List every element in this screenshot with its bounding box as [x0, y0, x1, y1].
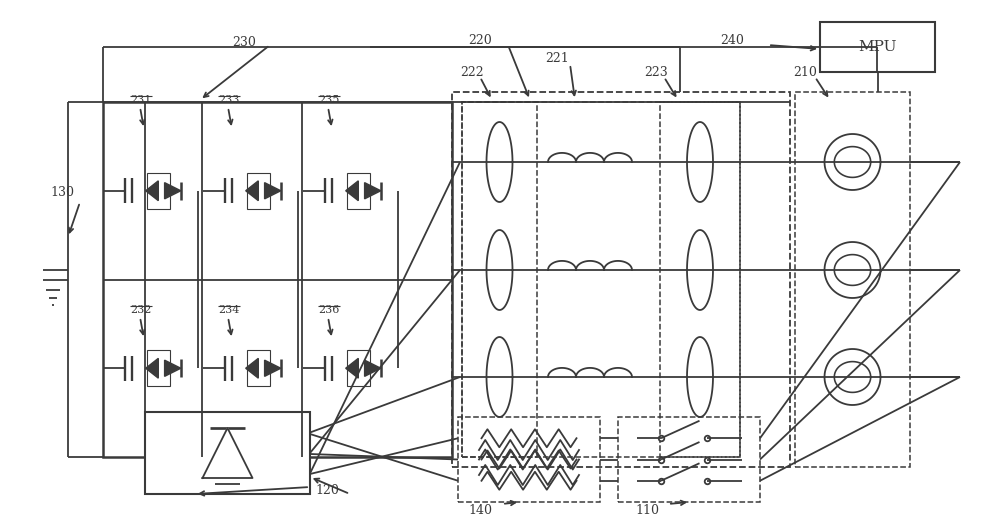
Polygon shape	[202, 428, 252, 478]
Bar	[347, 173, 370, 209]
Polygon shape	[346, 359, 358, 378]
Polygon shape	[165, 182, 181, 199]
Bar	[660, 102, 740, 457]
Text: 210: 210	[793, 65, 817, 79]
Text: 220: 220	[468, 34, 492, 46]
Text: 140: 140	[468, 503, 492, 517]
Polygon shape	[365, 360, 381, 376]
Bar	[247, 173, 270, 209]
Bar	[145, 412, 310, 494]
Text: 235: 235	[318, 95, 339, 105]
Polygon shape	[365, 182, 381, 199]
Text: 130: 130	[50, 186, 74, 198]
Bar	[795, 92, 910, 467]
Text: MPU: MPU	[858, 40, 897, 54]
Polygon shape	[165, 360, 181, 376]
Bar	[347, 350, 370, 386]
Text: 120: 120	[315, 484, 339, 496]
Text: 234: 234	[218, 305, 239, 315]
Bar	[147, 350, 170, 386]
Text: 240: 240	[720, 34, 744, 46]
Text: 231: 231	[130, 95, 151, 105]
Polygon shape	[246, 359, 258, 378]
Text: 232: 232	[130, 305, 151, 315]
Polygon shape	[346, 181, 358, 201]
Text: 233: 233	[218, 95, 239, 105]
Polygon shape	[146, 181, 158, 201]
Bar	[820, 22, 935, 72]
Text: 221: 221	[545, 53, 569, 65]
Text: 236: 236	[318, 305, 339, 315]
Bar	[452, 92, 790, 467]
Bar	[462, 102, 537, 457]
Polygon shape	[265, 182, 281, 199]
Polygon shape	[146, 359, 158, 378]
Text: 222: 222	[460, 65, 484, 79]
Bar	[147, 173, 170, 209]
Bar	[462, 102, 740, 457]
Bar	[247, 350, 270, 386]
Bar	[458, 417, 600, 502]
Text: 230: 230	[232, 36, 256, 48]
Bar	[618, 417, 760, 502]
Polygon shape	[246, 181, 258, 201]
Text: 110: 110	[635, 503, 659, 517]
Text: 223: 223	[644, 65, 668, 79]
Bar	[103, 102, 452, 457]
Polygon shape	[265, 360, 281, 376]
